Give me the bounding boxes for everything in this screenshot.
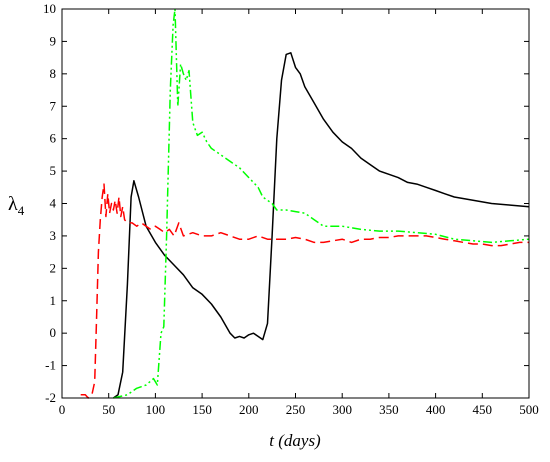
y-tick-label: 2 xyxy=(50,260,57,275)
y-axis-label-subscript: 4 xyxy=(18,203,25,218)
x-tick-label: 50 xyxy=(102,402,115,417)
x-tick-label: 200 xyxy=(239,402,259,417)
series-line-red-dashed xyxy=(80,183,529,399)
series-line-black-solid xyxy=(112,52,530,399)
x-tick-label: 450 xyxy=(473,402,493,417)
y-tick-label: 10 xyxy=(43,1,56,16)
x-tick-label: 250 xyxy=(286,402,306,417)
y-tick-label: 7 xyxy=(50,98,57,113)
y-tick-label: 6 xyxy=(50,131,57,146)
x-tick-label: 350 xyxy=(379,402,399,417)
plot-frame xyxy=(61,8,530,399)
x-tick-label: 150 xyxy=(192,402,212,417)
y-tick-label: 1 xyxy=(50,293,57,308)
y-tick-label: 3 xyxy=(50,228,57,243)
x-tick-label: 500 xyxy=(519,402,539,417)
x-axis-label: t (days) xyxy=(269,431,321,450)
y-tick-label: -1 xyxy=(45,358,56,373)
ticks-layer: 0 50 100 150 200 250 300 350 400 450 500 -2 -1 0 1 2 3 4 5… xyxy=(43,1,539,417)
y-tick-label: 8 xyxy=(50,66,57,81)
y-tick-label: 4 xyxy=(50,196,57,211)
x-tick-label: 400 xyxy=(426,402,446,417)
x-tick-label: 300 xyxy=(332,402,352,417)
series-layer xyxy=(80,8,530,399)
y-axis-label: λ4 xyxy=(8,193,25,218)
y-axis-label-symbol: λ xyxy=(8,193,18,215)
y-tick-label: -2 xyxy=(45,390,56,405)
y-tick-label: 9 xyxy=(50,33,57,48)
y-tick-label: 0 xyxy=(50,325,57,340)
x-tick-label: 100 xyxy=(146,402,166,417)
series-line-green-dashdotdot xyxy=(113,8,530,399)
x-tick-label: 0 xyxy=(59,402,66,417)
y-tick-label: 5 xyxy=(50,163,57,178)
